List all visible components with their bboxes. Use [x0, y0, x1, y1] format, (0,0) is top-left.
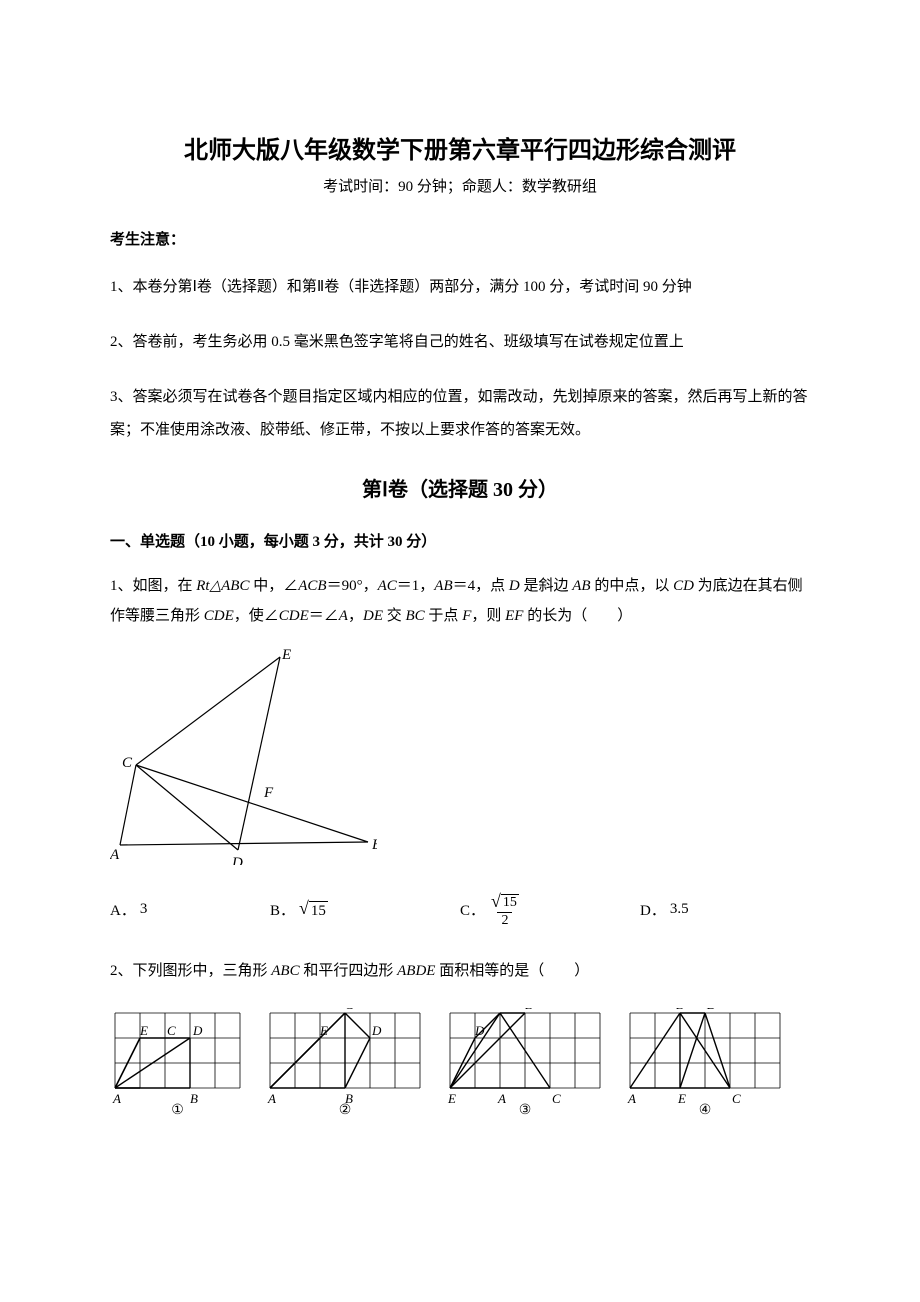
svg-text:B: B [190, 1091, 198, 1106]
q1-t3: ＝1， [397, 578, 435, 594]
opt-b-rad: 15 [309, 901, 328, 920]
svg-text:B: B [525, 1008, 533, 1012]
q2-mid: 和平行四边形 [300, 963, 398, 979]
q1-t10: ， [348, 608, 363, 624]
opt-label: C． [460, 899, 485, 920]
svg-text:③: ③ [519, 1103, 532, 1118]
q1-cde2: CDE [279, 608, 309, 624]
svg-text:A: A [627, 1091, 636, 1106]
q1-de: DE [363, 608, 383, 624]
svg-text:D: D [706, 1008, 717, 1012]
q1-rt: Rt [196, 578, 209, 594]
q1-acb: ACB [298, 578, 326, 594]
svg-text:E: E [447, 1091, 456, 1106]
subtitle: 考试时间：90 分钟；命题人：数学教研组 [110, 175, 810, 196]
q1-tri: △ABC [210, 578, 250, 594]
svg-text:A: A [497, 1091, 506, 1106]
q1-t13: ，则 [471, 608, 505, 624]
page-title: 北师大版八年级数学下册第六章平行四边形综合测评 [110, 130, 810, 165]
q1-option-d: D． 3.5 [640, 899, 689, 920]
svg-text:C: C [345, 1008, 354, 1012]
q1-option-a: A． 3 [110, 899, 270, 920]
svg-text:①: ① [171, 1103, 184, 1118]
svg-text:④: ④ [699, 1103, 712, 1118]
sqrt-icon: √15 [299, 899, 328, 920]
part1-title: 第Ⅰ卷（选择题 30 分） [110, 473, 810, 502]
svg-text:D: D [371, 1023, 382, 1038]
q2-abc: ABC [271, 963, 299, 979]
q1-bc: BC [406, 608, 425, 624]
svg-text:B: B [676, 1008, 684, 1012]
fraction: √15 2 [489, 892, 521, 928]
q1-end: 的长为（ ） [523, 608, 632, 624]
q1-t2: ＝90°， [327, 578, 378, 594]
q2-pre: 2、下列图形中，三角形 [110, 963, 271, 979]
q1-t9: ＝∠ [309, 608, 339, 624]
notice-2: 2、答卷前，考生务必用 0.5 毫米黑色签字笔将自己的姓名、班级填写在试卷规定位… [110, 326, 810, 359]
svg-text:D: D [192, 1023, 203, 1038]
q1-figure: A C D B E F [110, 645, 810, 870]
svg-text:F: F [263, 785, 274, 801]
opt-label: A． [110, 899, 136, 920]
svg-text:A: A [112, 1091, 121, 1106]
notice-3: 3、答案必须写在试卷各个题目指定区域内相应的位置，如需改动，先划掉原来的答案，然… [110, 381, 810, 447]
svg-text:C: C [552, 1091, 561, 1106]
q1-f: F [462, 608, 471, 624]
notice-head: 考生注意： [110, 228, 810, 249]
opt-label: D． [640, 899, 666, 920]
svg-text:E: E [677, 1091, 686, 1106]
q2-figure: AECDB①AECDB②EADBC③ABDEC④ [110, 1008, 810, 1143]
svg-text:②: ② [339, 1103, 352, 1118]
svg-text:A: A [267, 1091, 276, 1106]
q1-ab2: AB [572, 578, 590, 594]
question-1: 1、如图，在 Rt△ABC 中，∠ACB＝90°，AC＝1，AB＝4，点 D 是… [110, 571, 810, 631]
q1-cd: CD [673, 578, 694, 594]
q1-t: 中，∠ [249, 578, 298, 594]
svg-text:C: C [167, 1023, 176, 1038]
opt-val: 3.5 [670, 901, 689, 918]
q1-t12: 于点 [425, 608, 463, 624]
q1-option-c: C． √15 2 [460, 892, 640, 928]
opt-c-den: 2 [497, 912, 512, 928]
svg-text:E: E [319, 1023, 328, 1038]
svg-text:A: A [110, 847, 120, 863]
notice-1: 1、本卷分第Ⅰ卷（选择题）和第Ⅱ卷（非选择题）两部分，满分 100 分，考试时间… [110, 271, 810, 304]
question-2: 2、下列图形中，三角形 ABC 和平行四边形 ABDE 面积相等的是（ ） [110, 956, 810, 986]
q1-t11: 交 [383, 608, 406, 624]
q1-t5: 是斜边 [520, 578, 573, 594]
svg-text:E: E [281, 647, 291, 663]
section1-head: 一、单选题（10 小题，每小题 3 分，共计 30 分） [110, 530, 810, 551]
q1-text: 1、如图，在 [110, 578, 196, 594]
svg-text:E: E [139, 1023, 148, 1038]
q1-t6: 的中点，以 [591, 578, 674, 594]
opt-val: 3 [140, 901, 148, 918]
opt-label: B． [270, 899, 295, 920]
q1-cde: CDE [204, 608, 234, 624]
q2-end: 面积相等的是（ ） [435, 963, 589, 979]
opt-c-num: 15 [501, 894, 519, 912]
svg-text:B: B [372, 837, 377, 853]
svg-text:D: D [474, 1023, 485, 1038]
q1-t4: ＝4，点 [453, 578, 509, 594]
q1-t8: ，使∠ [234, 608, 279, 624]
q1-d: D [509, 578, 520, 594]
q1-a: A [339, 608, 348, 624]
q1-ab: AB [434, 578, 452, 594]
svg-text:D: D [231, 855, 243, 865]
q1-ef: EF [505, 608, 523, 624]
q1-options: A． 3 B． √15 C． √15 2 D． 3.5 [110, 892, 810, 928]
svg-text:C: C [122, 755, 133, 771]
svg-text:C: C [732, 1091, 741, 1106]
q2-abde: ABDE [397, 963, 435, 979]
q1-option-b: B． √15 [270, 899, 460, 920]
q1-ac: AC [378, 578, 397, 594]
